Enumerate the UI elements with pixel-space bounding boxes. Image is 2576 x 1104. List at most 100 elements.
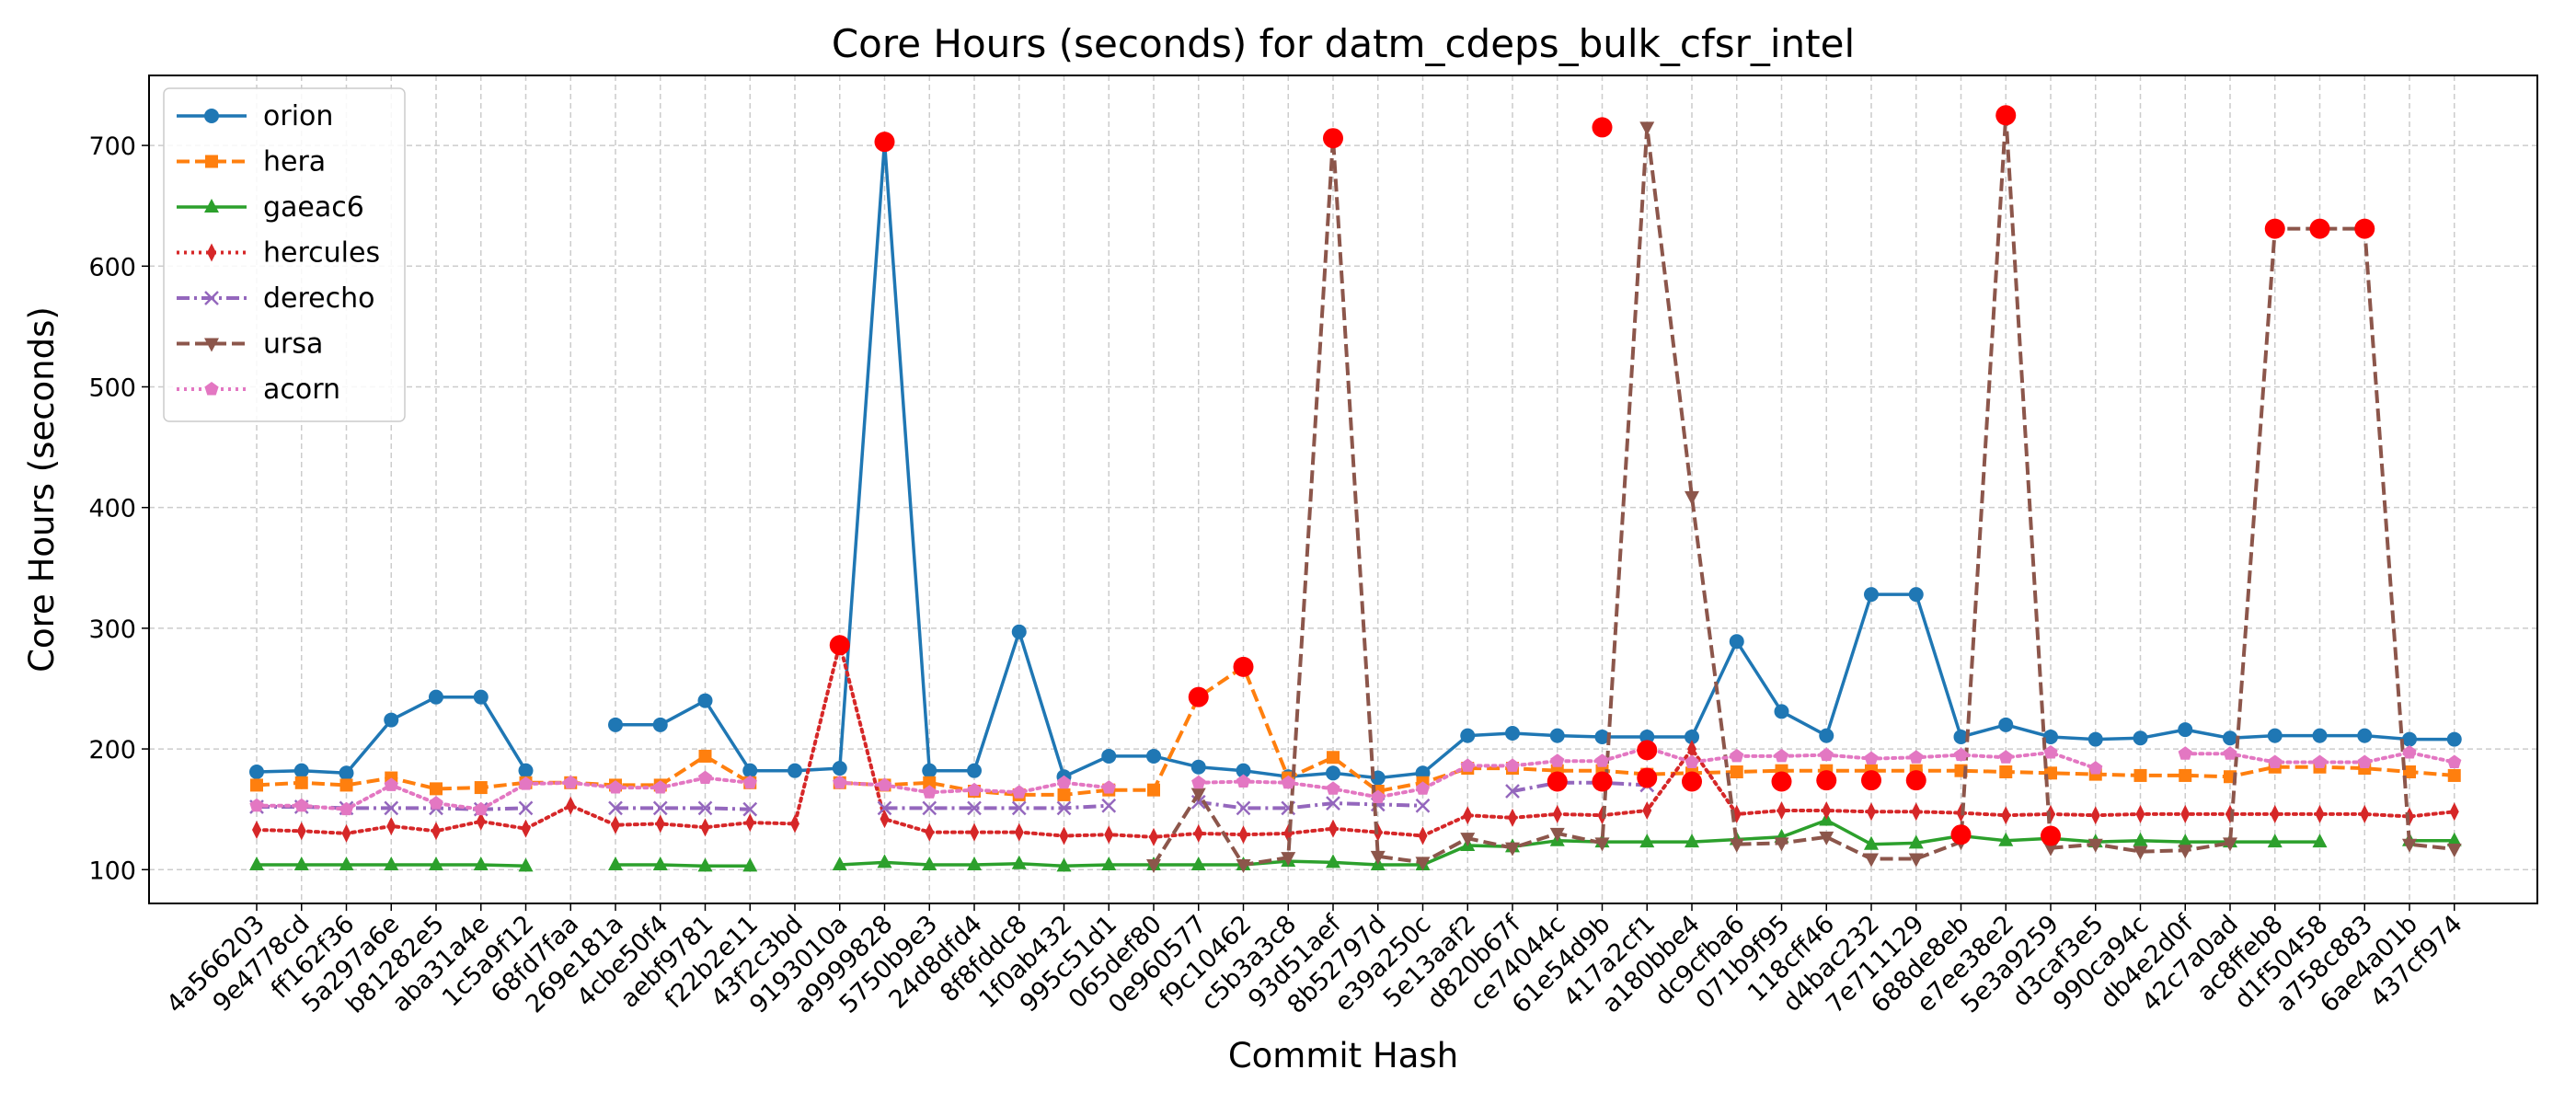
data-point-acorn (697, 770, 713, 784)
data-point-ursa (2402, 838, 2417, 853)
data-point-hercules (1463, 806, 1473, 825)
data-point-orion (2267, 728, 2283, 743)
data-point-orion (1146, 748, 1161, 764)
series-line-derecho (1198, 799, 1423, 811)
data-point-acorn (1371, 789, 1386, 803)
data-point-orion (384, 712, 399, 728)
highlight-point (1995, 105, 2017, 126)
legend: orion hera gaeac6 hercules derecho ursa acorn (163, 87, 406, 422)
data-point-ursa (1864, 853, 1879, 868)
series-line-gaeac6 (615, 863, 751, 868)
highlight-point (2041, 825, 2061, 846)
data-point-hercules (745, 813, 755, 833)
data-point-ursa (2133, 845, 2148, 860)
data-point-ursa (2087, 838, 2103, 853)
data-point-derecho (1236, 800, 1251, 816)
legend-label: hera (263, 146, 326, 178)
data-point-hercules (1508, 808, 1517, 827)
data-point-acorn (653, 780, 668, 794)
data-point-orion (293, 763, 309, 778)
highlight-point (1233, 656, 1254, 677)
legend-label: derecho (263, 282, 375, 315)
data-point-orion (1819, 728, 1834, 743)
legend-item-orion: orion (177, 100, 333, 132)
series-line-derecho (615, 806, 751, 811)
data-point-orion (1685, 729, 1699, 744)
data-point-orion (1549, 728, 1565, 743)
data-point-acorn (1326, 781, 1340, 795)
data-point-hercules (1867, 802, 1876, 822)
data-point-acorn (518, 776, 534, 790)
data-point-orion (2446, 731, 2462, 747)
data-point-gaeac6 (384, 857, 399, 871)
data-point-hercules (1104, 825, 1114, 845)
data-point-acorn (1998, 750, 2013, 764)
data-point-orion (1101, 748, 1117, 764)
data-point-ursa (1236, 859, 1251, 874)
data-point-derecho (877, 800, 892, 816)
data-point-acorn (2402, 745, 2417, 759)
data-point-hera (1327, 751, 1340, 765)
data-point-derecho (967, 800, 982, 816)
data-point-orion (1190, 759, 1206, 775)
data-point-derecho (1056, 800, 1072, 816)
data-point-ursa (1908, 853, 1924, 868)
data-point-hercules (925, 822, 935, 842)
data-point-gaeac6 (1685, 834, 1699, 848)
x-axis-title: Commit Hash (1228, 1036, 1458, 1075)
data-point-hercules (2270, 804, 2280, 823)
data-point-hercules (2001, 806, 2011, 825)
data-point-acorn (1864, 751, 1879, 765)
data-point-acorn (2268, 754, 2283, 768)
highlight-point (829, 635, 850, 656)
series-line-derecho (884, 803, 1110, 811)
highlight-point (1771, 771, 1792, 792)
series-line-hera (256, 753, 752, 791)
series-orion (249, 134, 2462, 786)
data-point-acorn (2043, 745, 2058, 759)
legend-box (163, 87, 406, 422)
data-point-derecho (652, 800, 668, 816)
data-point-ursa (1281, 852, 1296, 867)
data-point-gaeac6 (473, 857, 489, 871)
data-point-acorn (877, 777, 892, 791)
y-axis-title: Core Hours (seconds) (22, 306, 62, 673)
data-point-hera (2403, 765, 2416, 778)
series-line-ursa (1152, 113, 2455, 867)
data-point-gaeac6 (608, 857, 623, 871)
data-point-acorn (742, 775, 757, 789)
data-point-orion (1639, 729, 1655, 744)
data-point-hera (1147, 783, 1160, 797)
data-point-hercules (2449, 802, 2459, 822)
highlight-point (1188, 686, 1209, 707)
legend-label: ursa (263, 328, 323, 361)
series-gaeac6 (249, 811, 2462, 872)
data-point-ursa (1729, 838, 1744, 853)
data-point-hercules (2090, 806, 2100, 825)
data-point-gaeac6 (742, 857, 758, 872)
series-acorn (249, 740, 2462, 816)
plot-frame (148, 75, 2538, 904)
data-point-orion (1774, 704, 1789, 719)
series-line-hercules (255, 641, 2456, 839)
highlight-point (1861, 770, 1881, 791)
data-point-ursa (1685, 490, 1699, 505)
data-point-hera (1999, 765, 2013, 778)
data-point-derecho (608, 800, 623, 816)
data-point-hercules (521, 819, 531, 838)
legend-label: acorn (263, 374, 340, 406)
data-point-acorn (1415, 781, 1431, 795)
y-tick-label: 100 (88, 857, 136, 885)
data-point-ursa (1370, 850, 1386, 865)
data-point-orion (473, 689, 489, 705)
data-point-derecho (1101, 798, 1117, 813)
y-tick-label: 700 (88, 132, 136, 161)
data-point-orion (1460, 728, 1476, 743)
data-point-orion (1908, 587, 1924, 603)
data-point-hercules (341, 823, 351, 843)
data-point-ursa (1774, 837, 1789, 852)
data-point-hera (474, 781, 488, 795)
highlight-point (1950, 824, 1972, 845)
data-point-orion (1998, 717, 2014, 732)
data-point-hercules (386, 817, 397, 836)
